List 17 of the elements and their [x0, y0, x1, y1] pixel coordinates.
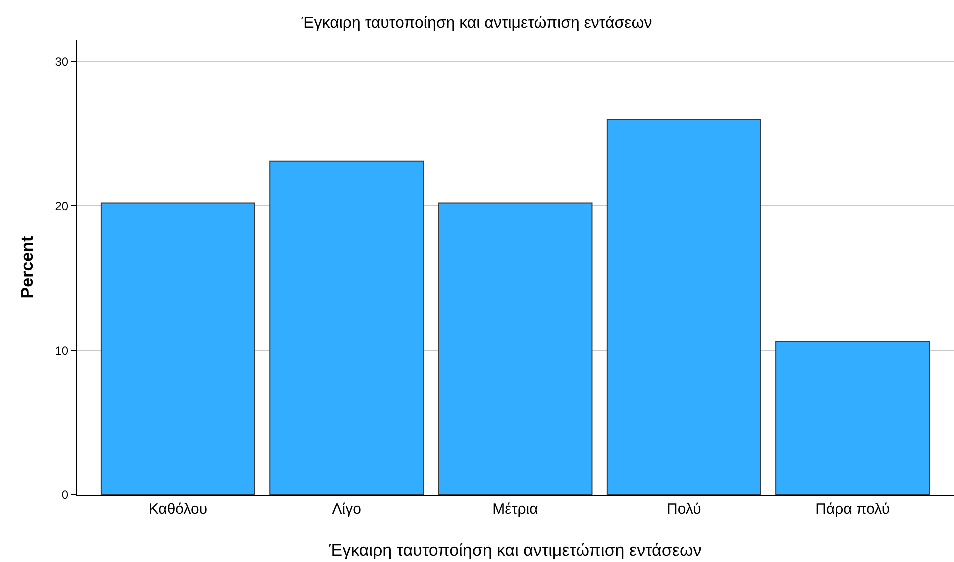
bar [270, 160, 424, 495]
bar [100, 202, 256, 495]
chart-title: Έγκαιρη ταυτοποίηση και αντιμετώπιση εντάσεων [300, 15, 652, 32]
x-tick-label: Πάρα πολύ [816, 501, 890, 518]
bar [776, 341, 930, 495]
x-axis-title: Έγκαιρη ταυτοποίηση και αντιμετώπιση εντάσεων [328, 541, 702, 560]
y-axis-title: Percent [18, 236, 37, 299]
bar [606, 118, 762, 495]
y-tick-label: 10 [55, 344, 69, 358]
x-tick-label: Καθόλου [148, 501, 208, 518]
x-tick-label: Πολύ [667, 501, 702, 518]
y-tick-label: 0 [62, 488, 69, 502]
y-tick-label: 30 [55, 54, 69, 69]
x-tick-label: Μέτρια [492, 501, 539, 518]
y-tick-label: 20 [55, 199, 69, 214]
bar [438, 202, 593, 495]
x-tick-label: Λίγο [332, 501, 362, 518]
